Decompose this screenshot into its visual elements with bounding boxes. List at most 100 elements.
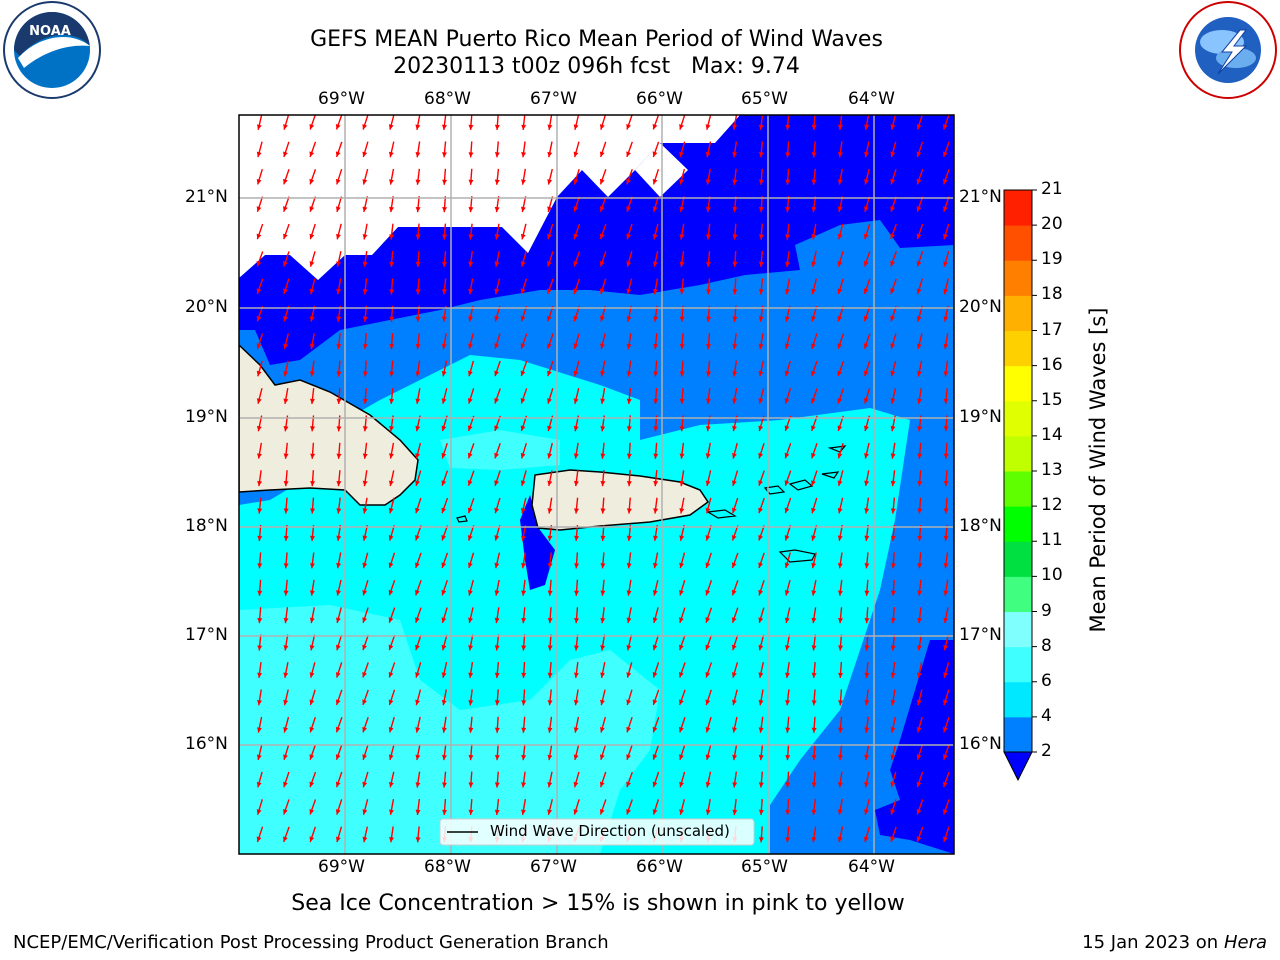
wind-wave-arrow-head <box>494 261 500 267</box>
wind-wave-arrow-head <box>283 699 289 706</box>
wind-wave-arrow-head <box>943 726 948 733</box>
colorbar-tick-label: 19 <box>1041 249 1063 270</box>
wind-wave-arrow-head <box>837 754 843 761</box>
wind-wave-arrow-head <box>863 261 869 267</box>
wind-wave-arrow-head <box>653 343 659 350</box>
wind-wave-arrow-head <box>336 288 342 295</box>
wind-wave-arrow-head <box>310 508 316 514</box>
wind-wave-arrow-head <box>626 178 631 185</box>
wind-wave-arrow-head <box>837 370 843 377</box>
wind-wave-arrow-head <box>758 398 764 404</box>
wind-wave-arrow-head <box>442 152 447 158</box>
wind-wave-arrow-head <box>257 617 263 624</box>
wind-wave-arrow-head <box>785 124 791 130</box>
wind-wave-arrow-head <box>732 343 738 350</box>
wind-wave-arrow-head <box>415 617 420 623</box>
wind-wave-arrow-head <box>916 836 922 842</box>
wind-wave-arrow-head <box>335 672 341 678</box>
colorbar-segment <box>1004 260 1032 296</box>
wind-wave-arrow-head <box>732 699 737 706</box>
colorbar-tick-label: 12 <box>1041 495 1063 516</box>
wind-wave-arrow-head <box>917 535 923 541</box>
wind-wave-arrow-head <box>336 617 341 623</box>
wind-wave-arrow-head <box>784 480 790 486</box>
wind-wave-arrow-head <box>863 233 869 240</box>
wind-wave-arrow-head <box>706 261 712 267</box>
wind-wave-arrow-head <box>890 425 896 432</box>
wind-wave-arrow-head <box>441 644 447 651</box>
wind-wave-arrow-head <box>388 617 394 623</box>
wind-wave-arrow-head <box>626 535 632 541</box>
colorbar-segment <box>1004 471 1032 507</box>
wind-wave-arrow-head <box>257 480 263 487</box>
wind-wave-arrow-head <box>837 425 843 431</box>
wind-wave-arrow-head <box>468 782 474 788</box>
wind-wave-arrow-head <box>256 398 262 404</box>
wind-wave-arrow-head <box>468 809 474 815</box>
wind-wave-arrow-head <box>758 562 763 568</box>
wind-wave-arrow-head <box>784 507 790 514</box>
wind-wave-arrow-head <box>758 617 764 623</box>
wind-wave-arrow-head <box>626 398 632 404</box>
wind-wave-arrow-head <box>653 288 658 295</box>
wind-wave-arrow-head <box>652 699 658 705</box>
wind-wave-arrow-head <box>916 233 922 240</box>
wind-wave-arrow-head <box>574 563 580 569</box>
wind-wave-arrow-head <box>441 343 447 350</box>
wind-wave-arrow-head <box>864 782 870 788</box>
wind-wave-arrow-head <box>415 672 420 678</box>
wind-wave-arrow-head <box>415 837 421 843</box>
wind-wave-arrow-head <box>943 398 949 404</box>
wind-wave-arrow-head <box>467 507 473 514</box>
wind-wave-arrow-head <box>811 425 816 431</box>
wind-wave-arrow-head <box>705 151 711 158</box>
wind-wave-arrow-head <box>283 371 289 377</box>
wind-wave-arrow-head <box>309 781 315 788</box>
wind-wave-arrow-head <box>468 590 473 596</box>
wind-wave-arrow-head <box>679 508 685 514</box>
wind-wave-arrow-head <box>706 289 712 295</box>
wind-wave-arrow-head <box>837 507 843 514</box>
wind-wave-arrow-head <box>520 507 526 514</box>
wind-wave-arrow-head <box>335 781 341 788</box>
wind-wave-arrow-head <box>573 233 579 240</box>
wind-wave-arrow-head <box>811 837 817 843</box>
wind-wave-arrow-head <box>864 480 870 487</box>
wind-wave-arrow-head <box>732 261 738 267</box>
wind-wave-arrow-head <box>547 151 553 158</box>
wind-wave-arrow-head <box>467 425 473 431</box>
wind-wave-arrow-head <box>838 645 844 651</box>
wind-wave-arrow-head <box>626 508 632 514</box>
wind-wave-arrow-head <box>864 179 869 185</box>
wind-wave-arrow-head <box>256 809 262 815</box>
footer-right: 15 Jan 2023 on Hera <box>1082 932 1267 953</box>
wind-wave-arrow-head <box>415 562 420 568</box>
wind-wave-arrow-head <box>600 371 606 377</box>
wind-wave-arrow-head <box>309 343 315 350</box>
wind-wave-arrow-head <box>890 590 896 596</box>
wind-wave-arrow-head <box>494 397 499 404</box>
wind-wave-arrow-head <box>389 206 395 213</box>
chart-subtitle: 20230113 t00z 096h fcst Max: 9.74 <box>393 54 800 79</box>
wind-wave-arrow-head <box>732 782 738 788</box>
wind-wave-arrow-head <box>547 233 552 240</box>
wind-wave-arrow-head <box>837 590 843 596</box>
wind-wave-arrow-head <box>653 316 659 322</box>
wind-wave-arrow-head <box>653 480 659 487</box>
wind-wave-arrow-head <box>547 782 553 788</box>
wind-wave-arrow-head <box>943 288 949 295</box>
colorbar-tick-label: 2 <box>1041 741 1052 761</box>
wind-wave-arrow-head <box>494 315 500 322</box>
wind-wave-arrow-head <box>784 425 790 431</box>
wind-wave-arrow-head <box>758 699 764 706</box>
wind-wave-arrow-head <box>256 781 262 788</box>
wind-wave-arrow-head <box>388 809 394 815</box>
wind-wave-arrow-head <box>494 782 500 788</box>
lat-label-right: 16°N <box>959 734 1002 754</box>
wind-wave-arrow-head <box>441 371 447 377</box>
wind-wave-arrow-head <box>705 672 711 678</box>
colorbar-tick-label: 14 <box>1041 424 1063 445</box>
wind-wave-arrow-head <box>943 508 949 514</box>
wind-wave-arrow-head <box>388 507 394 514</box>
map-legend <box>439 818 755 846</box>
